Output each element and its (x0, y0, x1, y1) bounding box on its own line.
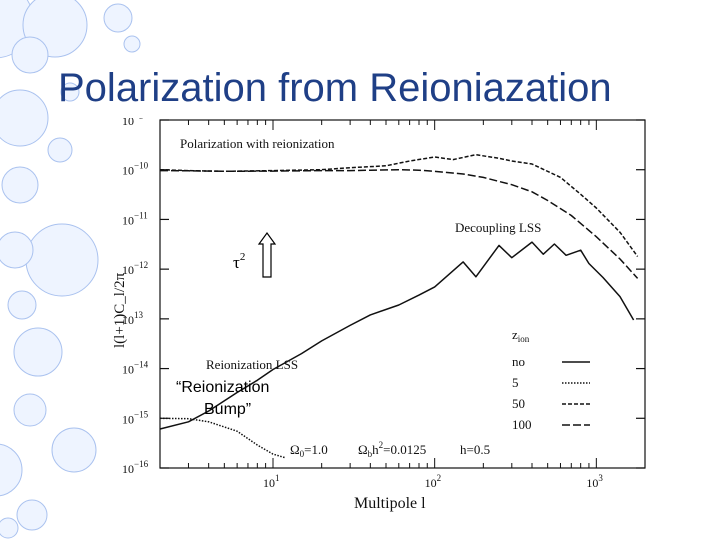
bubble (11, 36, 49, 74)
chart: 10−9 10−10 10−11 10−12 1013 10−14 10−15 10−16 1… (112, 118, 646, 512)
bump-annotation-line1: “Reionization (176, 379, 269, 396)
series-line-100 (159, 168, 639, 279)
bubble (0, 231, 34, 269)
series-line-5 (159, 417, 287, 459)
bubble (60, 82, 80, 102)
y-tick-label: 10−15 (122, 409, 149, 426)
slide-title: Polarization from Reioniazation (58, 66, 612, 110)
param-h: h=0.5 (460, 442, 490, 457)
bubble (13, 393, 47, 427)
bubble (7, 290, 37, 320)
series-line-no (159, 241, 635, 430)
annotation-decoupling: Decoupling LSS (455, 220, 541, 235)
up-arrow-icon (257, 231, 277, 278)
x-tick-label: 103 (586, 473, 603, 490)
bubble (123, 35, 141, 53)
bubble (1, 166, 39, 204)
y-tick-label: 10−9 (122, 118, 144, 128)
plot-frame (159, 119, 646, 469)
series-line-50 (159, 153, 639, 257)
y-tick-label: 10−10 (122, 161, 149, 178)
legend-title: zion (512, 327, 530, 344)
annotation-reionization-lss: Reionization LSS (206, 357, 298, 372)
bubble (25, 223, 99, 297)
legend-label-50: 50 (512, 396, 525, 411)
bubble (51, 427, 97, 473)
bubble (16, 499, 48, 531)
bubble (47, 137, 73, 163)
y-axis: 10−9 10−10 10−11 10−12 1013 10−14 10−15 10−16 (122, 118, 645, 476)
legend-label-no: no (512, 354, 525, 369)
y-axis-label: l(l+1)C_l/2π (112, 272, 128, 348)
y-tick-label: 10−12 (122, 260, 148, 277)
y-tick-label: 1013 (122, 310, 144, 327)
bubble (103, 3, 133, 33)
bubble (0, 89, 49, 147)
parameters-annotation: Ω0=1.0 Ωbh2=0.0125 h=0.5 (290, 440, 490, 459)
chart-title: Polarization with reionization (180, 136, 335, 151)
y-tick-label: 10−14 (122, 360, 149, 377)
param-omega-b: Ωbh2=0.0125 (358, 440, 426, 459)
y-tick-label: 10−11 (122, 210, 148, 227)
legend-label-100: 100 (512, 417, 532, 432)
series-layer (159, 153, 639, 459)
param-omega: Ω0=1.0 (290, 442, 328, 459)
tau-squared-annotation: τ2 (233, 231, 277, 278)
x-axis-label: Multipole l (354, 495, 426, 512)
x-tick-label: 101 (263, 473, 280, 490)
x-axis: 101 102 103 (159, 120, 646, 490)
bubble (0, 517, 19, 539)
tau-label: τ2 (233, 251, 245, 272)
legend-label-5: 5 (512, 375, 519, 390)
bubble (13, 327, 63, 377)
y-tick-label: 10−16 (122, 459, 149, 476)
bump-annotation-line2: Bump” (204, 401, 251, 418)
bubble (0, 443, 23, 497)
x-tick-label: 102 (425, 473, 442, 490)
legend: zion no 5 50 100 (512, 327, 590, 432)
